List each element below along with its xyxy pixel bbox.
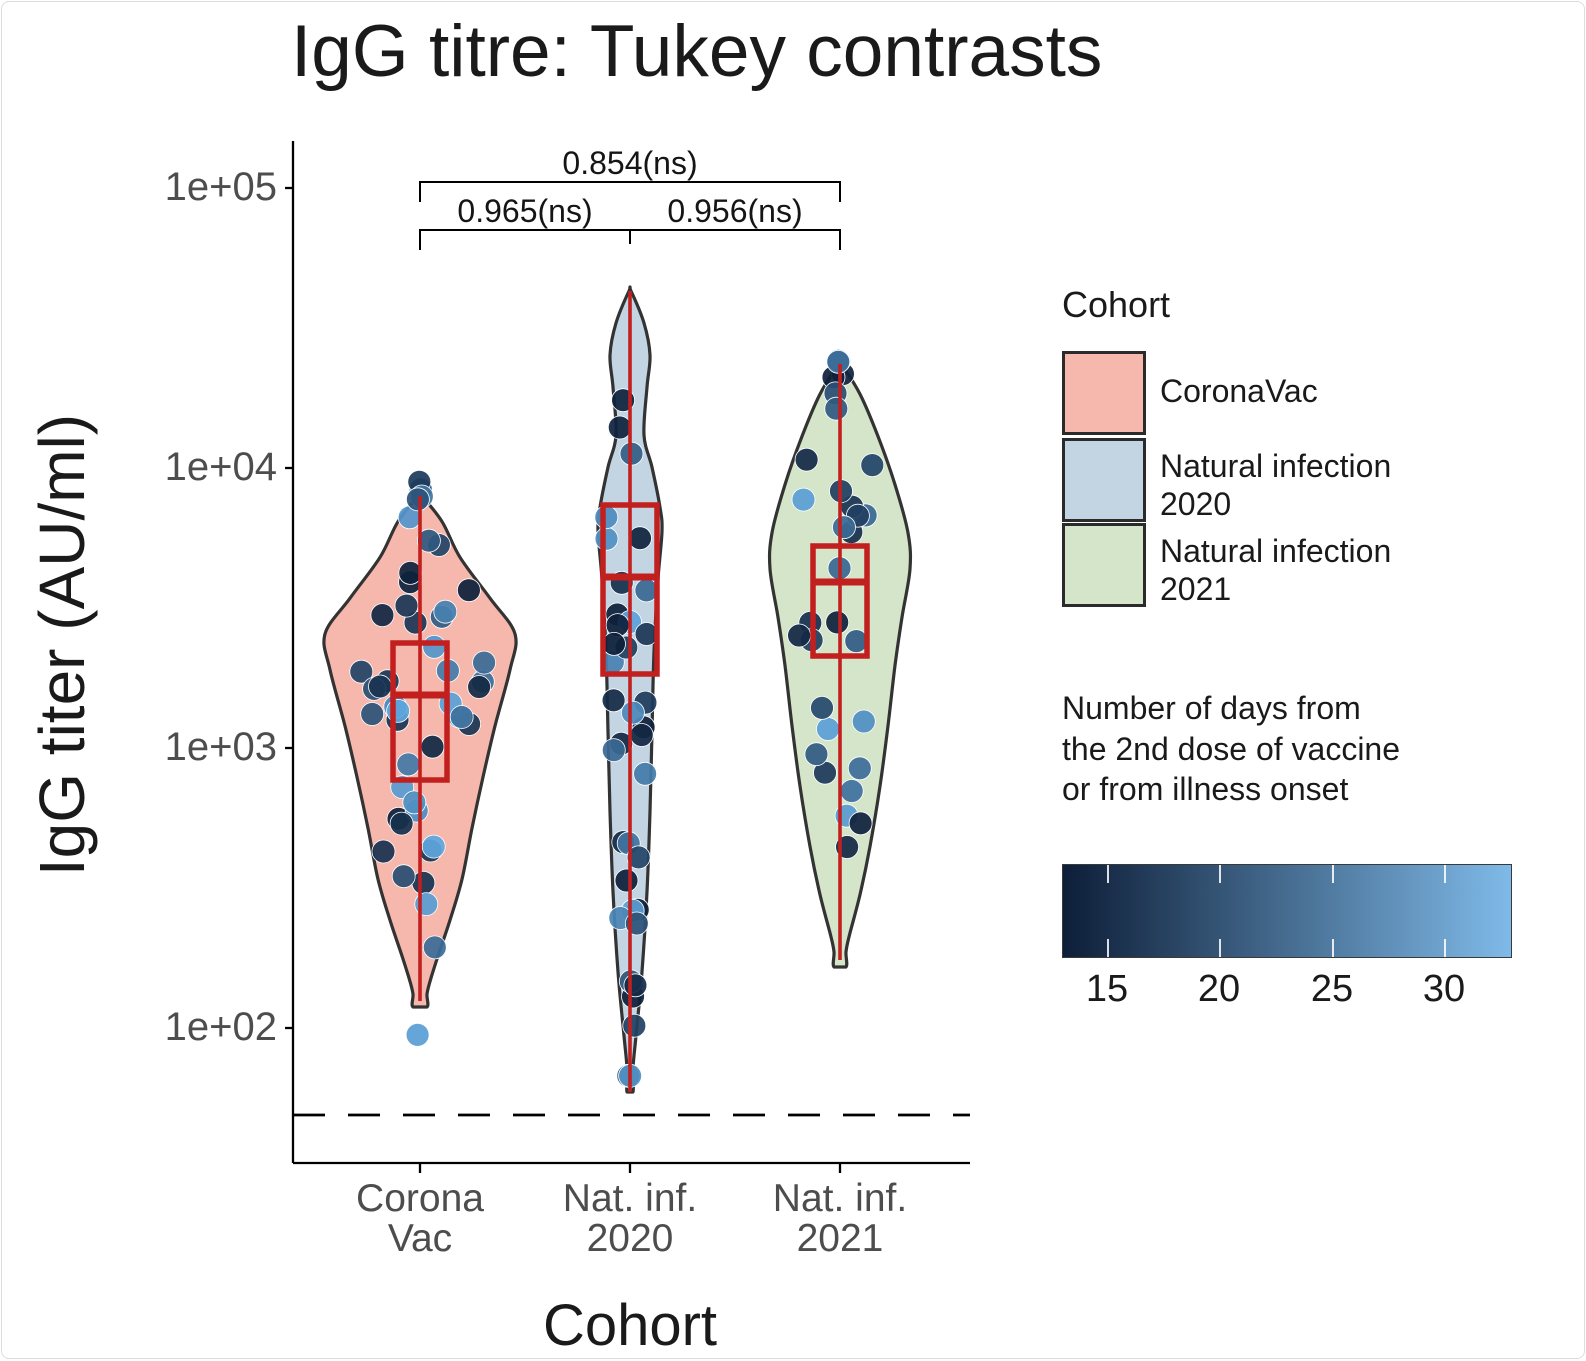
svg-text:0.965(ns): 0.965(ns)	[457, 193, 592, 229]
svg-text:1e+03: 1e+03	[165, 725, 277, 769]
svg-text:2020: 2020	[587, 1217, 674, 1260]
svg-text:Vac: Vac	[388, 1217, 452, 1260]
svg-text:0.854(ns): 0.854(ns)	[562, 145, 697, 181]
svg-text:Nat. inf.: Nat. inf.	[563, 1177, 697, 1220]
svg-text:1e+04: 1e+04	[165, 445, 277, 489]
svg-text:0.956(ns): 0.956(ns)	[667, 193, 802, 229]
svg-text:Nat. inf.: Nat. inf.	[773, 1177, 907, 1220]
svg-text:Corona: Corona	[356, 1177, 484, 1220]
svg-text:2021: 2021	[797, 1217, 884, 1260]
svg-text:1e+05: 1e+05	[165, 165, 277, 209]
svg-text:1e+02: 1e+02	[165, 1005, 277, 1049]
